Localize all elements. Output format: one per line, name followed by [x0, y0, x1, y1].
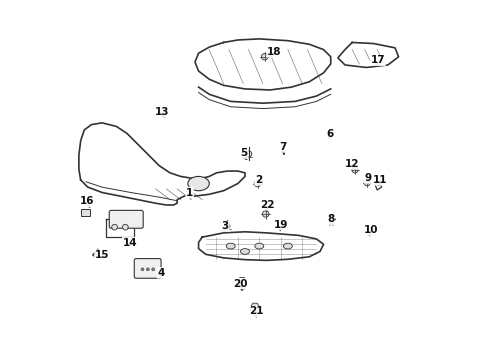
Ellipse shape	[255, 243, 264, 249]
Text: 17: 17	[370, 55, 385, 65]
Circle shape	[112, 224, 118, 230]
Ellipse shape	[226, 243, 235, 249]
Text: 4: 4	[157, 268, 165, 278]
Circle shape	[261, 54, 268, 60]
Text: 18: 18	[267, 47, 282, 57]
Text: 7: 7	[279, 142, 286, 152]
Circle shape	[245, 151, 252, 157]
Text: 8: 8	[327, 214, 334, 224]
Circle shape	[152, 268, 155, 271]
Circle shape	[122, 224, 128, 230]
Circle shape	[141, 268, 144, 271]
Ellipse shape	[283, 243, 293, 249]
Polygon shape	[250, 303, 260, 311]
Text: 21: 21	[249, 306, 264, 316]
Text: 10: 10	[364, 225, 378, 235]
Text: 3: 3	[222, 221, 229, 231]
Text: 5: 5	[241, 148, 248, 158]
Circle shape	[364, 180, 370, 186]
Circle shape	[263, 211, 269, 217]
Ellipse shape	[241, 249, 249, 254]
Text: 16: 16	[80, 197, 95, 206]
Text: 22: 22	[260, 200, 274, 210]
Ellipse shape	[188, 176, 209, 191]
Bar	[81, 208, 90, 216]
Text: 1: 1	[186, 188, 193, 198]
Text: 6: 6	[326, 129, 334, 139]
Text: 15: 15	[95, 250, 109, 260]
Text: 2: 2	[255, 175, 262, 185]
Circle shape	[147, 268, 149, 271]
Circle shape	[254, 180, 261, 187]
Circle shape	[352, 167, 358, 173]
Polygon shape	[238, 278, 246, 285]
Text: 20: 20	[233, 279, 248, 289]
Text: 12: 12	[345, 159, 360, 169]
Text: 11: 11	[373, 175, 387, 185]
Text: 19: 19	[273, 220, 288, 230]
FancyBboxPatch shape	[109, 210, 143, 228]
Circle shape	[224, 223, 230, 229]
FancyBboxPatch shape	[134, 258, 161, 278]
Text: 13: 13	[155, 107, 170, 117]
Text: 14: 14	[122, 238, 137, 248]
Text: 9: 9	[365, 173, 372, 183]
